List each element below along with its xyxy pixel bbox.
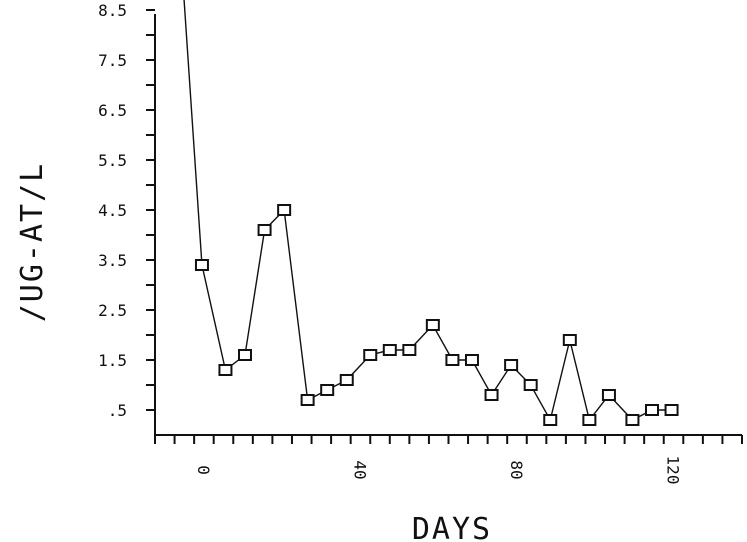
y-tick-label: 2.5 (98, 301, 127, 320)
data-point-marker (300, 394, 315, 406)
data-point-marker (402, 344, 417, 356)
data-point-marker (194, 259, 209, 271)
x-tick-label: 120 (664, 456, 683, 485)
y-tick-label: 6.5 (98, 101, 127, 120)
x-axis-title: DAYS (412, 512, 492, 542)
x-tick-label: 40 (351, 460, 370, 479)
data-point-marker (238, 349, 253, 361)
data-point-marker (339, 374, 354, 386)
y-tick-label: 1.5 (98, 351, 127, 370)
data-point-marker (601, 389, 616, 401)
data-point-marker (582, 414, 597, 426)
data-point-marker (363, 349, 378, 361)
data-series (183, 0, 679, 426)
data-point-marker (218, 364, 233, 376)
x-axis-ticks: 0 40 80 120 (154, 435, 743, 485)
data-point-marker (523, 379, 538, 391)
data-point-marker (320, 384, 335, 396)
y-tick-label: 4.5 (98, 201, 127, 220)
data-point-marker (562, 334, 577, 346)
y-tick-label: 7.5 (98, 51, 127, 70)
y-axis-ticks: .5 1.5 2.5 3.5 4.5 5.5 6.5 7.5 8.5 (98, 1, 155, 420)
data-point-marker (425, 319, 440, 331)
data-point-marker (625, 414, 640, 426)
data-point-marker (644, 404, 659, 416)
series-line (183, 0, 672, 422)
y-tick-label: .5 (108, 401, 127, 420)
data-point-marker (664, 404, 679, 416)
data-point-marker (464, 354, 479, 366)
y-tick-label: 5.5 (98, 151, 127, 170)
data-point-marker (382, 344, 397, 356)
y-tick-label: 8.5 (98, 1, 127, 20)
data-point-marker (484, 389, 499, 401)
y-tick-label: 3.5 (98, 251, 127, 270)
data-point-marker (277, 204, 292, 216)
axes (154, 14, 742, 436)
data-point-marker (543, 414, 558, 426)
data-point-marker (445, 354, 460, 366)
y-axis-title: /UG-AT/L (15, 162, 50, 323)
x-tick-label: 80 (507, 460, 526, 479)
x-tick-label: 0 (194, 465, 213, 475)
data-point-marker (504, 359, 519, 371)
data-point-marker (257, 224, 272, 236)
